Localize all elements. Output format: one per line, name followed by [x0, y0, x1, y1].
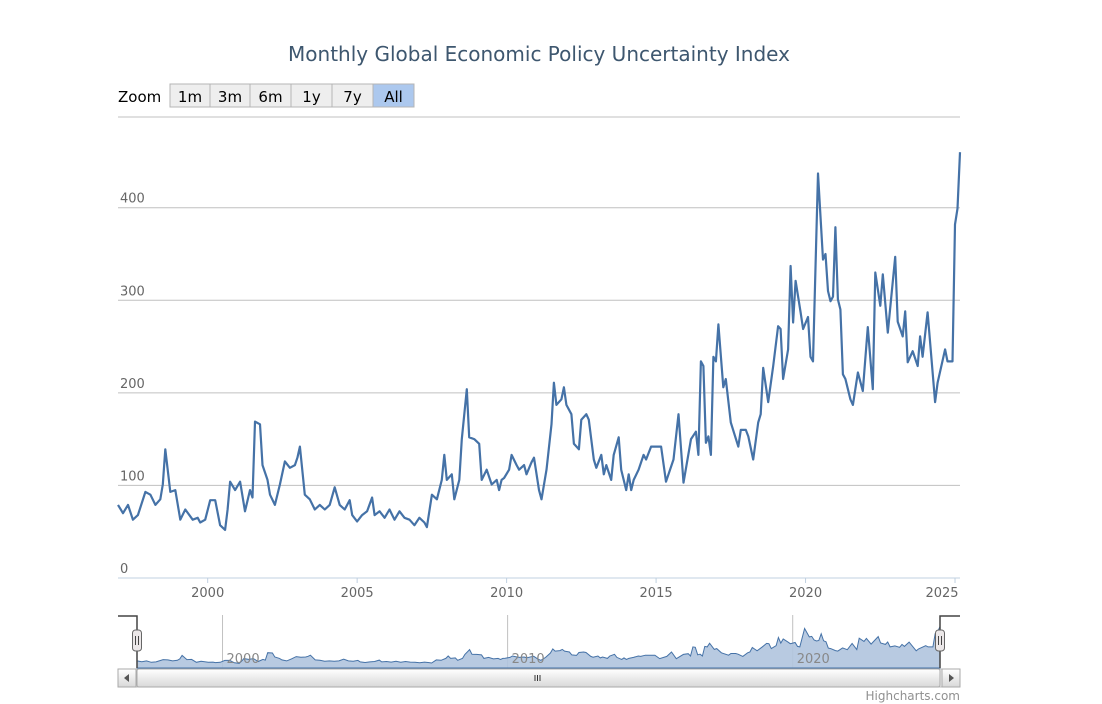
range-selector-buttons: 1m 3m 6m 1y 7y All	[169, 83, 415, 108]
range-button-1y[interactable]: 1y	[290, 83, 333, 108]
y-tick-label: 300	[120, 284, 145, 299]
scrollbar-thumb[interactable]	[136, 668, 941, 688]
range-button-1m[interactable]: 1m	[169, 83, 211, 108]
navigator-tick-label: 2020	[797, 652, 830, 667]
range-button-label: All	[384, 88, 403, 106]
x-tick-label: 2000	[191, 586, 224, 601]
x-axis: 2000 2005 2010 2015 2020 2025	[191, 578, 959, 601]
y-axis: 0 100 200 300 400	[120, 192, 145, 577]
arrow-right-icon	[949, 674, 954, 682]
navigator-series	[136, 626, 941, 669]
navigator-tick-label: 2010	[512, 652, 545, 667]
x-tick-label: 2015	[640, 586, 673, 601]
navigator-tick-label: 2000	[227, 652, 260, 667]
range-button-label: 7y	[343, 88, 362, 106]
range-button-label: 3m	[218, 88, 242, 106]
y-tick-label: 100	[120, 469, 145, 484]
x-tick-label: 2025	[925, 586, 958, 601]
navigator-handle-right[interactable]	[935, 629, 945, 652]
range-button-label: 6m	[258, 88, 282, 106]
x-tick-label: 2020	[789, 586, 822, 601]
range-button-label: 1y	[302, 88, 321, 106]
range-button-All[interactable]: All	[372, 83, 415, 108]
y-tick-label: 0	[120, 562, 128, 577]
range-button-6m[interactable]: 6m	[249, 83, 292, 108]
credits-link[interactable]: Highcharts.com	[866, 689, 960, 703]
range-button-3m[interactable]: 3m	[209, 83, 251, 108]
scrollbar-right-button[interactable]	[941, 668, 961, 688]
x-tick-label: 2005	[341, 586, 374, 601]
chart-title: Monthly Global Economic Policy Uncertain…	[288, 42, 790, 66]
range-button-label: 1m	[178, 88, 202, 106]
y-tick-label: 400	[120, 192, 145, 207]
range-button-7y[interactable]: 7y	[331, 83, 374, 108]
range-selector-label: Zoom	[118, 88, 161, 106]
arrow-left-icon	[124, 674, 129, 682]
x-tick-label: 2010	[490, 586, 523, 601]
y-tick-label: 200	[120, 377, 145, 392]
navigator[interactable]: 2000 2010 2020	[118, 615, 960, 669]
scrollbar[interactable]	[117, 668, 961, 688]
scrollbar-left-button[interactable]	[117, 668, 137, 688]
navigator-handle-left[interactable]	[132, 629, 142, 652]
series-line	[117, 152, 962, 531]
series-points	[117, 152, 961, 530]
